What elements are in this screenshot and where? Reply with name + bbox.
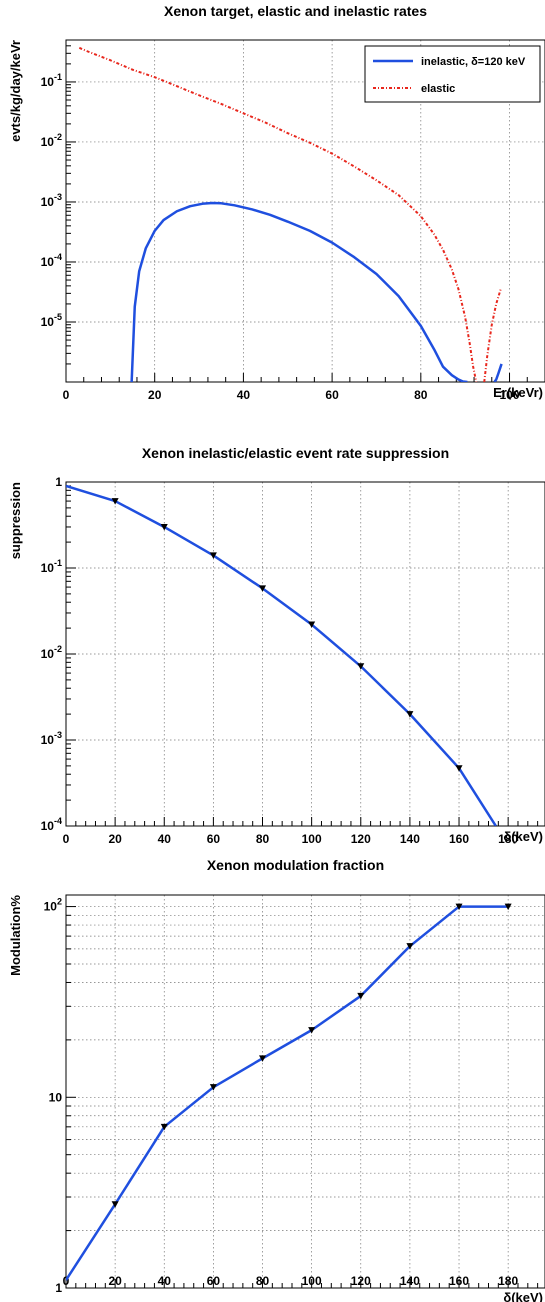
- y-tick-label: 10-1: [41, 558, 62, 575]
- x-tick-label: 0: [63, 388, 70, 402]
- data-point-marker: [504, 903, 512, 911]
- plot-frame: [65, 481, 545, 827]
- grid-lines: [65, 895, 545, 1289]
- x-tick-label: 20: [108, 832, 122, 846]
- x-tick-label: 40: [158, 832, 172, 846]
- data-point-marker: [259, 585, 267, 592]
- data-point-marker: [160, 1123, 168, 1131]
- x-tick-label: 0: [63, 1274, 70, 1288]
- x-tick-label: 20: [148, 388, 162, 402]
- grid-lines: [65, 481, 545, 827]
- series-group: [66, 905, 509, 1281]
- data-point-marker: [308, 621, 316, 629]
- data-point-marker: [357, 663, 365, 670]
- y-tick-label: 10-5: [41, 312, 62, 329]
- x-tick-label: 120: [351, 1274, 371, 1288]
- data-point-marker: [111, 1201, 119, 1208]
- y-tick-label: 10-3: [41, 192, 62, 209]
- data-point-marker: [160, 523, 168, 531]
- chart-title: Xenon modulation fraction: [207, 857, 384, 873]
- x-axis-label: δ(keV): [503, 829, 543, 844]
- x-tick-label: 180: [498, 832, 518, 846]
- x-tick-label: 100: [302, 1274, 322, 1288]
- y-tick-label: 1: [55, 475, 62, 489]
- data-point-marker: [209, 1084, 217, 1091]
- data-point-marker: [209, 552, 217, 559]
- x-tick-label: 160: [449, 832, 469, 846]
- legend: inelastic, δ=120 keV elastic: [364, 45, 541, 103]
- chart-title: Xenon inelastic/elastic event rate suppr…: [142, 445, 449, 461]
- data-point-marker: [455, 903, 463, 911]
- chart-title: Xenon target, elastic and inelastic rate…: [164, 3, 427, 19]
- y-tick-label: 1: [55, 1281, 62, 1295]
- data-point-marker: [406, 711, 414, 718]
- x-tick-label: 60: [207, 832, 221, 846]
- legend-box: [364, 45, 541, 103]
- x-axis-label: Er(keVr): [493, 385, 543, 400]
- x-tick-label: 40: [237, 388, 251, 402]
- y-axis-label: suppression: [8, 482, 23, 559]
- x-tick-label: 100: [302, 832, 322, 846]
- legend-entry-label: inelastic, δ=120 keV: [421, 56, 526, 68]
- series-line: [66, 484, 497, 826]
- legend-entry-label: elastic: [421, 83, 455, 95]
- suppression-chart: Xenon inelastic/elastic event rate suppr…: [8, 445, 545, 846]
- y-tick-label: 10-3: [41, 730, 62, 747]
- y-tick-label: 10-2: [41, 132, 62, 149]
- y-axis-label: Modulation%: [8, 895, 23, 976]
- y-tick-label: 10-4: [41, 252, 62, 269]
- x-tick-label: 120: [351, 832, 371, 846]
- data-point-marker: [308, 1027, 316, 1034]
- y-tick-label: 10-2: [41, 644, 62, 661]
- data-point-marker: [111, 498, 119, 505]
- data-point-marker: [259, 1055, 267, 1062]
- series-line: [66, 905, 509, 1281]
- x-tick-label: 60: [325, 388, 339, 402]
- y-tick-label: 10-1: [41, 72, 62, 89]
- plot-frame: [65, 894, 545, 1289]
- x-tick-label: 80: [256, 832, 270, 846]
- elastic-rate-line: [78, 46, 478, 382]
- x-tick-label: 0: [63, 832, 70, 846]
- data-point-marker: [406, 943, 414, 950]
- data-point-marker: [455, 765, 463, 772]
- x-tick-label: 100: [500, 388, 520, 402]
- series-group: [66, 484, 497, 826]
- modulation-chart: Xenon modulation fraction 0 20 40 60 80 100 120…: [8, 857, 545, 1302]
- x-tick-label: 180: [498, 1274, 518, 1288]
- x-tick-label: 140: [400, 832, 420, 846]
- rates-chart: Xenon target, elastic and inelastic rate…: [8, 3, 545, 402]
- x-tick-label: 80: [256, 1274, 270, 1288]
- y-tick-label: 10: [49, 1090, 63, 1104]
- x-tick-label: 20: [108, 1274, 122, 1288]
- x-tick-label: 80: [414, 388, 428, 402]
- data-point-marker: [357, 992, 365, 1000]
- x-tick-label: 140: [400, 1274, 420, 1288]
- y-tick-label: 102: [44, 897, 62, 914]
- x-axis-label: δ(keV): [503, 1290, 543, 1302]
- x-tick-label: 60: [207, 1274, 221, 1288]
- inelastic-rate-line: [130, 201, 468, 382]
- x-tick-label: 160: [449, 1274, 469, 1288]
- series-group: [78, 46, 503, 382]
- y-axis-label: evts/kg/day/keVr: [8, 40, 23, 142]
- elastic-rate-line: [483, 289, 502, 382]
- inelastic-rate-line: [493, 363, 503, 382]
- x-tick-label: 40: [158, 1274, 172, 1288]
- y-tick-label: 10-4: [41, 816, 62, 833]
